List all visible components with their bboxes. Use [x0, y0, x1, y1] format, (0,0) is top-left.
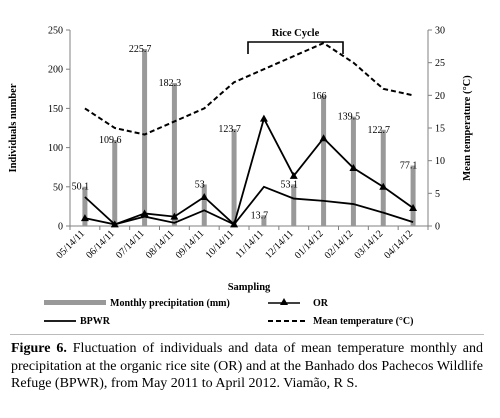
- x-tick-label: 05/14/11: [54, 228, 87, 261]
- x-tick-label: 01/14/12: [293, 228, 326, 261]
- x-axis-title: Sampling: [228, 282, 271, 293]
- precipitation-value-label: 139.5: [338, 112, 361, 123]
- caption-text: Fluctuation of individuals and data of m…: [11, 341, 484, 391]
- or-marker: [409, 203, 418, 211]
- right-tick-label: 5: [435, 189, 440, 200]
- precipitation-value-label: 166: [312, 91, 327, 102]
- or-marker: [200, 192, 209, 200]
- precipitation-bar: [321, 95, 327, 226]
- left-tick-label: 100: [48, 143, 63, 154]
- x-tick-label: 04/14/12: [382, 228, 415, 261]
- x-tick-label: 12/14/11: [263, 228, 296, 261]
- legend-temperature-label: Mean temperature (°C): [313, 316, 413, 327]
- precipitation-bar: [142, 49, 148, 226]
- precipitation-bar: [112, 140, 118, 226]
- precipitation-value-label: 225.7: [129, 44, 152, 55]
- x-tick-label: 03/14/12: [352, 228, 385, 261]
- legend-precipitation-swatch: [44, 300, 106, 305]
- precipitation-value-label: 123.7: [218, 124, 241, 135]
- precipitation-bar: [171, 83, 177, 226]
- or-marker: [379, 182, 388, 190]
- axes: 0 50 100 150 200 250 0 5 10 15 20 25 30 05/14/1106/14…: [8, 26, 473, 294]
- legend-or-label: OR: [313, 298, 329, 309]
- precipitation-bar: [350, 116, 356, 226]
- right-tick-label: 30: [435, 26, 445, 37]
- x-tick-label: 11/14/11: [234, 228, 266, 260]
- rice-cycle-label: Rice Cycle: [272, 28, 320, 39]
- precipitation-bar: [291, 184, 297, 226]
- right-tick-label: 0: [435, 222, 440, 233]
- left-tick-label: 250: [48, 26, 63, 37]
- right-tick-label: 10: [435, 156, 445, 167]
- right-tick-label: 15: [435, 124, 445, 135]
- figure-caption: Figure 6. Fluctuation of individuals and…: [11, 340, 483, 393]
- precipitation-value-label: 122.7: [368, 125, 391, 136]
- or-marker: [319, 134, 328, 142]
- precipitation-value-label: 77.1: [400, 161, 418, 172]
- x-tick-label: 06/14/11: [84, 228, 117, 261]
- left-tick-label: 0: [58, 222, 63, 233]
- left-tick-label: 50: [53, 182, 63, 193]
- right-tick-label: 25: [435, 58, 445, 69]
- left-tick-label: 150: [48, 104, 63, 115]
- or-marker: [80, 214, 89, 222]
- precipitation-value-label: 53: [195, 179, 205, 190]
- series-lines: [80, 41, 418, 228]
- legend: Monthly precipitation (mm) OR BPWR Mean tem…: [44, 298, 413, 327]
- precipitation-bar: [410, 165, 416, 226]
- or-line: [84, 116, 414, 227]
- precipitation-value-label: 53.1: [281, 179, 299, 190]
- legend-precipitation-label: Monthly precipitation (mm): [110, 298, 230, 309]
- rice-cycle-bracket: [247, 41, 344, 54]
- left-tick-label: 200: [48, 65, 63, 76]
- precipitation-value-label: 13.7: [251, 210, 269, 221]
- precipitation-value-label: 182.3: [159, 78, 182, 89]
- precipitation-bar: [201, 184, 207, 226]
- x-tick-label: 07/14/11: [114, 228, 147, 261]
- chart: 50.1 109.6 225.7 182.3 53 123.7 13.7 53.1 166 139…: [8, 26, 473, 328]
- x-tick-label: 02/14/12: [323, 228, 356, 261]
- legend-or-marker: [280, 298, 288, 305]
- x-tick-label: 08/14/11: [144, 228, 177, 261]
- or-marker: [170, 212, 179, 220]
- caption-label: Figure 6.: [11, 341, 67, 356]
- precipitation-value-label: 109.6: [99, 135, 122, 146]
- legend-bpwr-label: BPWR: [80, 316, 111, 327]
- precipitation-bar: [261, 215, 267, 226]
- x-tick-label: 10/14/11: [204, 228, 237, 261]
- or-marker: [259, 114, 268, 122]
- or-marker: [140, 209, 149, 217]
- precipitation-bar: [380, 129, 386, 226]
- caption-divider: [10, 334, 484, 335]
- or-marker: [289, 171, 298, 179]
- precipitation-bars: [82, 49, 416, 226]
- mean-temperature-c-line: [84, 41, 414, 136]
- precipitation-bar: [82, 186, 88, 226]
- bpwr-line: [84, 185, 414, 226]
- y-axis-title-left: Individuals number: [8, 83, 19, 172]
- data-labels: 50.1 109.6 225.7 182.3 53 123.7 13.7 53.1 166 139…: [72, 44, 418, 221]
- right-tick-label: 20: [435, 91, 445, 102]
- precipitation-bar: [231, 129, 237, 226]
- precipitation-value-label: 50.1: [72, 182, 90, 193]
- rice-cycle-annotation: Rice Cycle: [247, 28, 344, 54]
- x-tick-label: 09/14/11: [174, 228, 207, 261]
- or-marker: [349, 163, 358, 171]
- y-axis-title-right: Mean temperature (°C): [462, 75, 473, 181]
